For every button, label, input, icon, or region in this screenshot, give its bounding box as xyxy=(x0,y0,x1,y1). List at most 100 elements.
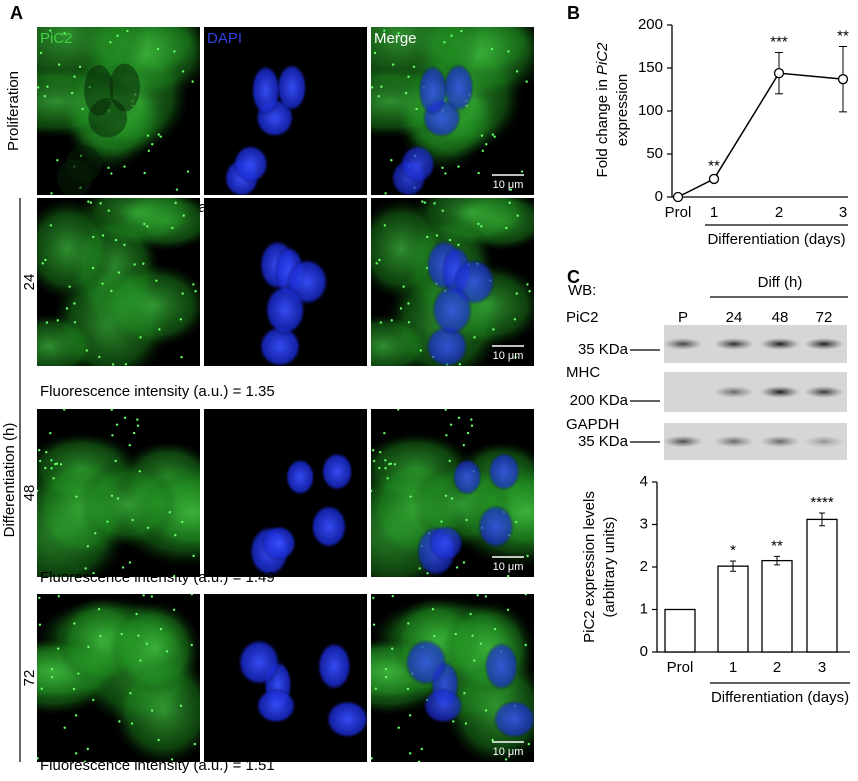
speckle xyxy=(390,319,393,322)
speckle xyxy=(433,202,436,205)
x-tick-label: Prol xyxy=(667,659,694,676)
speckle xyxy=(172,608,176,611)
speckle xyxy=(128,561,132,564)
speckle xyxy=(77,672,80,675)
marker xyxy=(837,74,849,85)
speckle xyxy=(397,409,400,411)
speckle xyxy=(516,214,519,217)
speckle xyxy=(372,623,376,626)
speckle xyxy=(515,292,518,295)
speckle xyxy=(462,443,466,447)
micrograph xyxy=(371,27,534,195)
speckle xyxy=(147,149,151,153)
speckle xyxy=(415,107,418,111)
speckle xyxy=(63,409,66,411)
speckle xyxy=(106,520,109,523)
speckle xyxy=(444,172,447,175)
speckle xyxy=(38,623,42,626)
speckle xyxy=(419,349,422,352)
micrograph xyxy=(204,198,367,366)
band xyxy=(714,338,754,350)
nucleus xyxy=(422,687,464,724)
speckle xyxy=(371,489,373,493)
speckle xyxy=(81,107,84,111)
speckle xyxy=(107,166,110,170)
speckle xyxy=(192,283,195,286)
speckle xyxy=(54,462,57,466)
speckle xyxy=(46,85,49,88)
y-tick-label: 200 xyxy=(638,16,663,33)
speckle xyxy=(372,459,376,463)
speckle xyxy=(142,262,145,265)
speckle xyxy=(65,307,69,310)
speckle xyxy=(377,95,380,98)
speckle xyxy=(99,202,102,205)
speckle xyxy=(87,645,90,649)
speckle xyxy=(445,434,448,437)
speckle xyxy=(70,91,74,95)
cell xyxy=(98,262,200,348)
speckle xyxy=(444,494,448,497)
band xyxy=(663,338,703,350)
speckle xyxy=(441,166,444,170)
band xyxy=(804,338,844,350)
speckle xyxy=(43,95,46,98)
speckle xyxy=(508,201,511,205)
nucleus xyxy=(488,452,521,491)
panel-label: B xyxy=(567,3,580,23)
nucleus xyxy=(326,700,367,739)
speckle xyxy=(371,757,373,760)
x-axis-title: Differentiation (days) xyxy=(707,231,845,248)
speckle xyxy=(441,209,444,212)
speckle xyxy=(44,258,47,262)
channel-label: PiC2 xyxy=(40,30,73,47)
speckle xyxy=(412,65,416,68)
speckle xyxy=(123,416,127,420)
speckle xyxy=(86,545,90,548)
speckle xyxy=(86,747,89,751)
speckle xyxy=(97,607,101,611)
speckle xyxy=(457,416,461,420)
row-label: 24 xyxy=(21,274,38,291)
lane-label: 72 xyxy=(816,309,833,326)
speckle xyxy=(118,720,121,723)
speckle xyxy=(157,133,161,136)
speckle xyxy=(507,50,510,53)
speckle xyxy=(181,70,185,73)
speckle xyxy=(190,594,194,596)
nucleus xyxy=(251,64,281,116)
nucleus xyxy=(425,325,469,366)
speckle xyxy=(124,363,128,366)
nucleus xyxy=(431,284,473,336)
speckle xyxy=(435,234,439,237)
speckle xyxy=(465,518,468,522)
speckle xyxy=(94,532,97,535)
speckle xyxy=(509,188,513,191)
speckle xyxy=(480,134,484,137)
speckle xyxy=(457,165,460,168)
speckle xyxy=(190,643,193,647)
wb-label: WB: xyxy=(568,282,596,299)
speckle xyxy=(38,596,41,600)
micrograph xyxy=(37,198,200,366)
speckle xyxy=(464,722,468,725)
speckle xyxy=(431,607,435,611)
speckle xyxy=(121,566,125,569)
marker xyxy=(773,68,785,79)
speckle xyxy=(45,321,49,324)
speckle xyxy=(133,263,136,266)
band-size: 35 KDa xyxy=(578,433,629,450)
speckle xyxy=(181,292,184,295)
speckle xyxy=(524,594,528,596)
y-tick-label: 0 xyxy=(640,643,648,660)
speckle xyxy=(131,518,134,522)
speckle xyxy=(373,51,377,55)
speckle xyxy=(194,290,197,293)
speckle xyxy=(120,632,123,636)
band-size: 35 KDa xyxy=(578,341,629,358)
speckle xyxy=(528,290,531,293)
scale-bar-label: 10 μm xyxy=(493,350,524,362)
x-tick-label: 1 xyxy=(710,204,718,221)
speckle xyxy=(450,34,453,37)
